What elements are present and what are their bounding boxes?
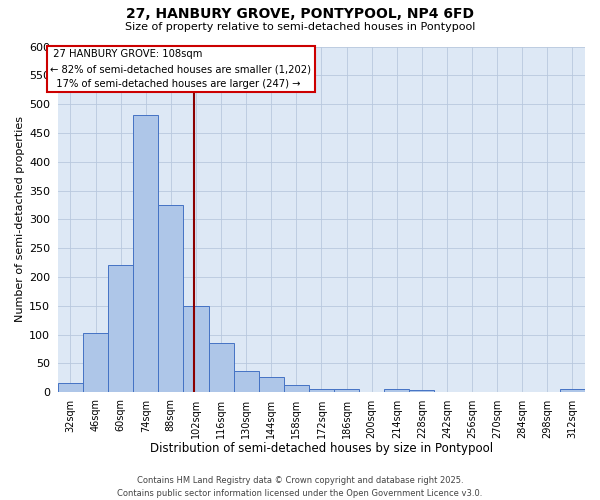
Text: 27, HANBURY GROVE, PONTYPOOL, NP4 6FD: 27, HANBURY GROVE, PONTYPOOL, NP4 6FD [126, 8, 474, 22]
Bar [184, 306, 209, 392]
X-axis label: Distribution of semi-detached houses by size in Pontypool: Distribution of semi-detached houses by … [150, 442, 493, 455]
Bar [259, 377, 284, 392]
Bar [158, 205, 184, 392]
Bar [560, 390, 585, 392]
Bar [209, 343, 233, 392]
Bar [284, 386, 309, 392]
Bar [309, 389, 334, 392]
Text: 27 HANBURY GROVE: 108sqm
← 82% of semi-detached houses are smaller (1,202)
  17%: 27 HANBURY GROVE: 108sqm ← 82% of semi-d… [50, 50, 311, 89]
Bar [83, 333, 108, 392]
Bar [108, 265, 133, 392]
Bar [133, 115, 158, 392]
Bar [233, 371, 259, 392]
Bar [409, 390, 434, 392]
Text: Size of property relative to semi-detached houses in Pontypool: Size of property relative to semi-detach… [125, 22, 475, 32]
Bar [58, 383, 83, 392]
Bar [384, 390, 409, 392]
Text: Contains HM Land Registry data © Crown copyright and database right 2025.
Contai: Contains HM Land Registry data © Crown c… [118, 476, 482, 498]
Y-axis label: Number of semi-detached properties: Number of semi-detached properties [15, 116, 25, 322]
Bar [334, 390, 359, 392]
